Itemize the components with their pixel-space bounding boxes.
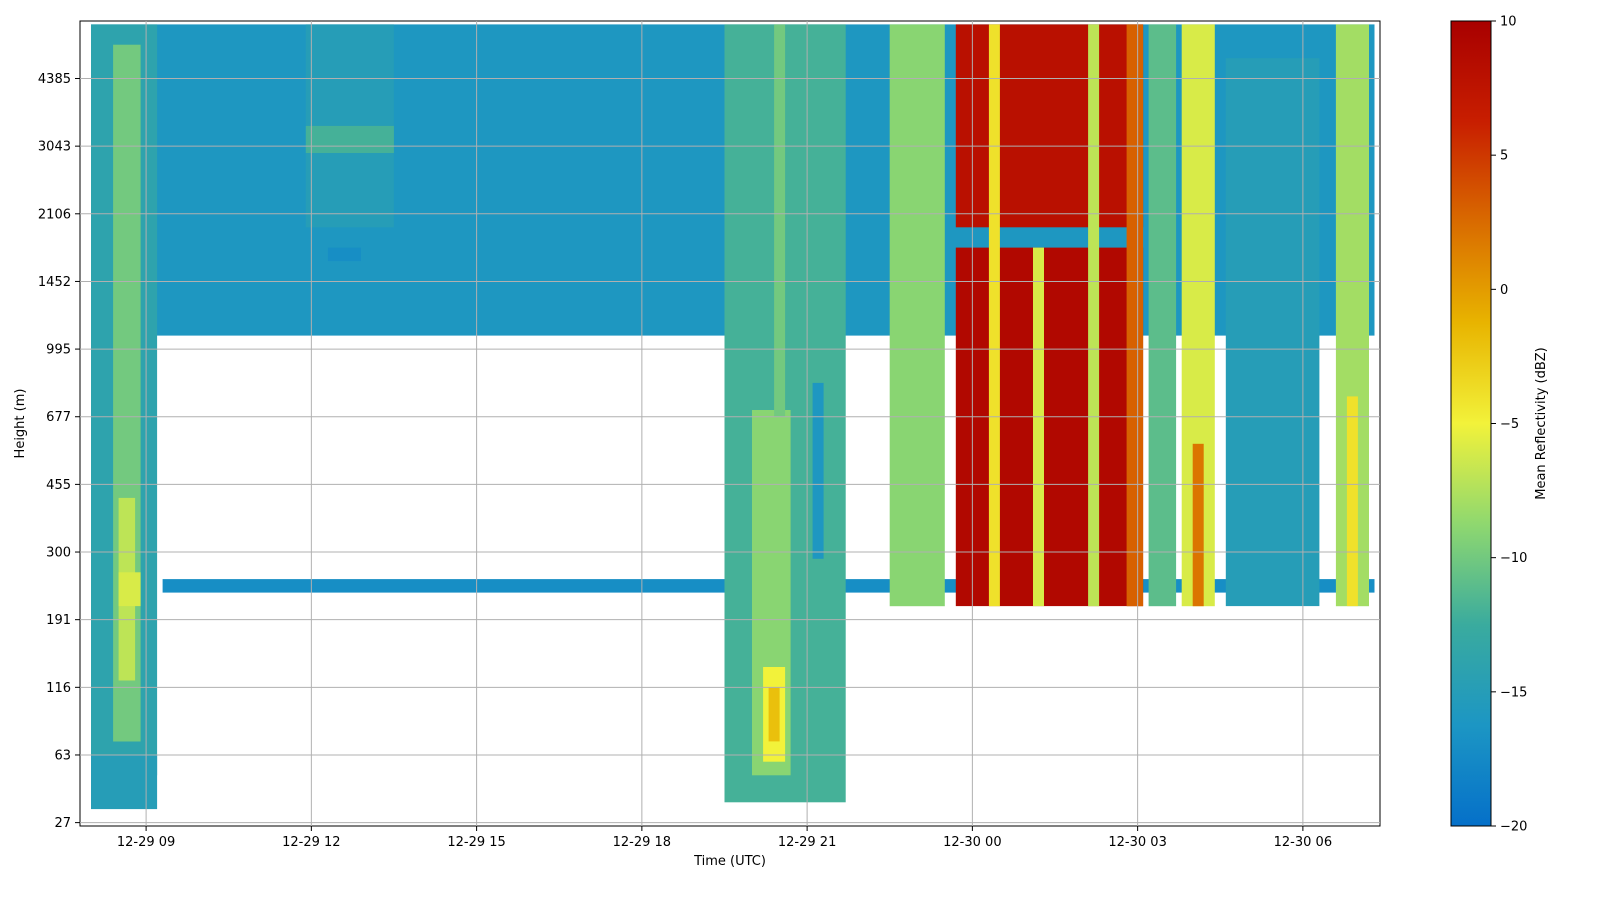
x-axis-label: Time (UTC) <box>693 854 766 869</box>
y-tick-label: 3043 <box>38 140 71 155</box>
colorbar-tick-label: −10 <box>1500 551 1527 566</box>
y-tick-label: 116 <box>46 681 71 696</box>
x-tick-label: 12-29 21 <box>778 835 836 850</box>
colorbar-tick-label: 5 <box>1500 149 1508 164</box>
y-tick-label: 300 <box>46 546 71 561</box>
colorbar-tick-label: −20 <box>1500 820 1527 835</box>
y-tick-label: 2106 <box>38 207 71 222</box>
x-tick-label: 12-30 06 <box>1274 835 1332 850</box>
heatmap-region-5 <box>91 755 158 810</box>
x-tick-label: 12-29 12 <box>282 835 340 850</box>
heatmap-region-15 <box>812 382 824 559</box>
y-tick-label: 1452 <box>38 275 71 290</box>
x-tick-label: 12-30 03 <box>1108 835 1166 850</box>
heatmap-region-6 <box>327 247 361 262</box>
x-tick-label: 12-30 00 <box>943 835 1001 850</box>
y-tick-label: 995 <box>46 343 71 358</box>
y-tick-label: 27 <box>54 816 71 831</box>
heatmap-region-8 <box>305 24 394 228</box>
heatmap-region-13 <box>768 687 780 742</box>
x-tick-label: 12-29 15 <box>447 835 505 850</box>
heatmap-region-20 <box>1033 247 1044 607</box>
heatmap-region-19 <box>988 24 1000 607</box>
colorbar-tick-label: 0 <box>1500 283 1508 298</box>
y-tick-label: 191 <box>46 613 71 628</box>
heatmap-region-25 <box>1192 443 1204 607</box>
colorbar-tick-label: −15 <box>1500 685 1527 700</box>
y-tick-label: 63 <box>54 748 71 763</box>
colorbar-tick-label: −5 <box>1500 417 1519 432</box>
heatmap-region-28 <box>1346 396 1358 607</box>
colorbar-gradient <box>1450 20 1492 827</box>
colorbar-label: Mean Reflectivity (dBZ) <box>1534 347 1549 500</box>
heatmap-region-16 <box>889 24 945 607</box>
heatmap-region-4 <box>118 572 141 607</box>
colorbar-tick-label: 10 <box>1500 15 1517 30</box>
gridlines <box>80 21 1380 826</box>
heatmap-region-21 <box>1088 24 1100 607</box>
y-tick-label: 455 <box>46 478 71 493</box>
heatmap-region-17 <box>955 247 1144 607</box>
heatmap-region-23 <box>1148 24 1177 607</box>
colorbar: 10 5 0 −5 −10 −15 −20 <box>1450 15 1527 835</box>
heatmap-region-18 <box>955 24 1144 228</box>
x-tick-label: 12-29 18 <box>613 835 671 850</box>
heatmap-region-9 <box>305 125 394 153</box>
axis-ticks: 12-29 09 12-29 12 12-29 15 12-29 18 12-29 21… <box>38 72 1332 850</box>
heatmap-region-26 <box>1225 58 1320 607</box>
heatmap-region-14 <box>774 24 786 417</box>
y-tick-label: 677 <box>46 410 71 425</box>
y-axis-label: Height (m) <box>13 389 28 459</box>
y-tick-label: 4385 <box>38 72 71 87</box>
x-tick-label: 12-29 09 <box>117 835 175 850</box>
heatmap-region-22 <box>1126 24 1144 607</box>
